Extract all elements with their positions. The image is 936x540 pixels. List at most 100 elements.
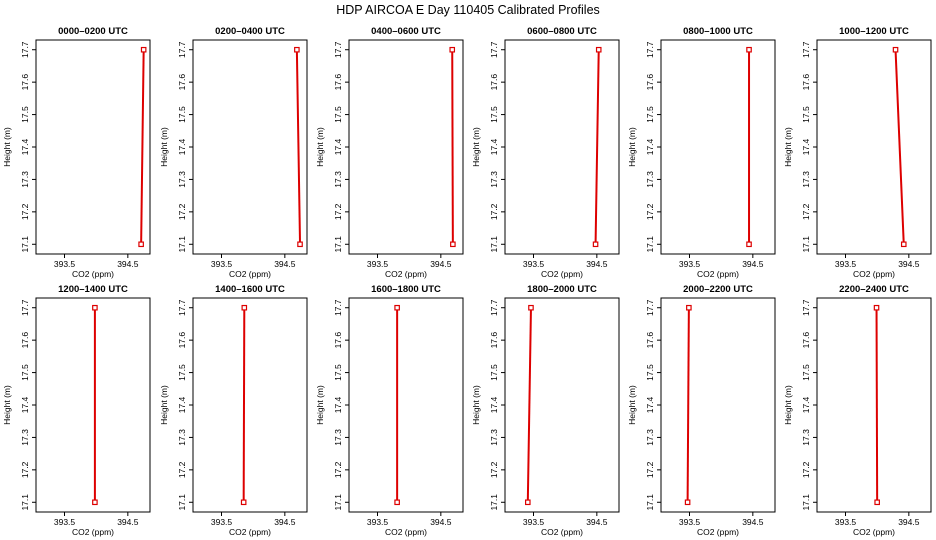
panel: 2200–2400 UTC 393.5 394.5 17.1 17.2 17.3 17.4 1…: [783, 284, 932, 537]
x-axis-label: CO2 (ppm): [541, 269, 583, 279]
data-point: [294, 46, 300, 53]
profile-line: [140, 49, 145, 245]
x-axis-label: CO2 (ppm): [853, 269, 895, 279]
x-axis-label: CO2 (ppm): [697, 269, 739, 279]
x-tick-label: 394.5: [117, 517, 139, 527]
x-tick-label: 394.5: [586, 259, 608, 269]
plot-frame: [504, 297, 620, 513]
y-tick-label: 17.3: [489, 171, 499, 188]
data-point: [524, 499, 531, 506]
x-tick-label: 394.5: [274, 259, 296, 269]
plot-frame: [660, 39, 776, 255]
y-tick-label: 17.7: [20, 299, 30, 316]
x-tick-label: 393.5: [835, 517, 857, 527]
y-tick-label: 17.6: [489, 332, 499, 349]
plot-frame: [192, 297, 308, 513]
x-axis-label: CO2 (ppm): [385, 527, 427, 537]
x-axis-label: CO2 (ppm): [541, 527, 583, 537]
data-point: [449, 46, 456, 53]
profile-line: [875, 307, 879, 503]
panel-title: 0600–0800 UTC: [527, 26, 597, 37]
y-axis-label: Height (m): [2, 127, 12, 167]
y-tick-label: 17.4: [20, 396, 30, 413]
y-tick-label: 17.2: [489, 461, 499, 478]
plot-frame: [348, 297, 464, 513]
y-tick-label: 17.5: [801, 364, 811, 381]
data-point: [592, 241, 599, 248]
y-tick-label: 17.5: [177, 364, 187, 381]
profile-line: [526, 307, 532, 503]
figure-title: HDP AIRCOA E Day 110405 Calibrated Profi…: [336, 3, 600, 17]
x-tick-label: 394.5: [274, 517, 296, 527]
panel: 2000–2200 UTC 393.5 394.5 17.1 17.2 17.3 17.4 1…: [627, 284, 776, 537]
plot-frame: [660, 297, 776, 513]
y-tick-label: 17.7: [177, 41, 187, 58]
x-tick-label: 393.5: [367, 259, 389, 269]
panel: 1200–1400 UTC 393.5 394.5 17.1 17.2 17.3 17.4 1…: [2, 284, 151, 537]
y-tick-label: 17.1: [20, 494, 30, 511]
panel-title: 2200–2400 UTC: [839, 284, 909, 295]
data-point: [686, 304, 692, 311]
y-axis-label: Height (m): [783, 127, 793, 167]
plot-frame: [816, 297, 932, 513]
data-point: [528, 304, 534, 311]
x-axis-label: CO2 (ppm): [229, 269, 271, 279]
y-tick-label: 17.6: [801, 332, 811, 349]
panel: 0400–0600 UTC 393.5 394.5 17.1 17.2 17.3 17.4 1…: [315, 26, 464, 279]
y-tick-label: 17.3: [20, 171, 30, 188]
y-tick-label: 17.6: [333, 74, 343, 91]
y-tick-label: 17.4: [645, 138, 655, 155]
y-axis-label: Height (m): [315, 385, 325, 425]
y-tick-label: 17.1: [645, 494, 655, 511]
data-point: [684, 499, 691, 506]
y-tick-label: 17.2: [645, 203, 655, 220]
panel-title: 0000–0200 UTC: [58, 26, 128, 37]
y-tick-label: 17.2: [20, 461, 30, 478]
panel: 0800–1000 UTC 393.5 394.5 17.1 17.2 17.3 17.4 1…: [627, 26, 776, 279]
y-tick-label: 17.1: [177, 236, 187, 253]
panel-title: 0200–0400 UTC: [215, 26, 285, 37]
y-tick-label: 17.6: [645, 74, 655, 91]
panel: 1600–1800 UTC 393.5 394.5 17.1 17.2 17.3 17.4 1…: [315, 284, 464, 537]
y-tick-label: 17.3: [20, 429, 30, 446]
y-tick-label: 17.1: [489, 236, 499, 253]
panel: 0000–0200 UTC 393.5 394.5 17.1 17.2 17.3 17.4 1…: [2, 26, 151, 279]
y-tick-label: 17.7: [489, 41, 499, 58]
plot-frame: [348, 39, 464, 255]
y-tick-label: 17.2: [333, 203, 343, 220]
y-tick-label: 17.2: [801, 461, 811, 478]
y-tick-label: 17.1: [801, 236, 811, 253]
panel: 1800–2000 UTC 393.5 394.5 17.1 17.2 17.3 17.4 1…: [471, 284, 620, 537]
y-tick-label: 17.7: [177, 299, 187, 316]
panel: 0600–0800 UTC 393.5 394.5 17.1 17.2 17.3 17.4 1…: [471, 26, 620, 279]
plot-frame: [816, 39, 932, 255]
panel-title: 1600–1800 UTC: [371, 284, 441, 295]
y-axis-label: Height (m): [471, 127, 481, 167]
y-tick-label: 17.5: [20, 364, 30, 381]
panel-title: 1200–1400 UTC: [58, 284, 128, 295]
x-tick-label: 393.5: [367, 517, 389, 527]
profile-line: [686, 307, 690, 503]
x-tick-label: 394.5: [430, 517, 452, 527]
x-axis-label: CO2 (ppm): [229, 527, 271, 537]
panel-title: 1400–1600 UTC: [215, 284, 285, 295]
x-axis-label: CO2 (ppm): [385, 269, 427, 279]
y-tick-label: 17.3: [645, 171, 655, 188]
y-axis-label: Height (m): [627, 385, 637, 425]
y-tick-label: 17.5: [177, 106, 187, 123]
y-tick-label: 17.5: [645, 364, 655, 381]
data-point: [140, 46, 147, 53]
y-tick-label: 17.2: [645, 461, 655, 478]
profile-line: [451, 49, 454, 245]
y-tick-label: 17.1: [20, 236, 30, 253]
y-tick-label: 17.3: [177, 171, 187, 188]
x-tick-label: 394.5: [742, 259, 764, 269]
y-tick-label: 17.6: [489, 74, 499, 91]
y-axis-label: Height (m): [471, 385, 481, 425]
y-tick-label: 17.3: [801, 429, 811, 446]
panel-title: 1800–2000 UTC: [527, 284, 597, 295]
y-axis-label: Height (m): [627, 127, 637, 167]
data-point: [900, 241, 907, 248]
x-tick-label: 393.5: [679, 517, 701, 527]
